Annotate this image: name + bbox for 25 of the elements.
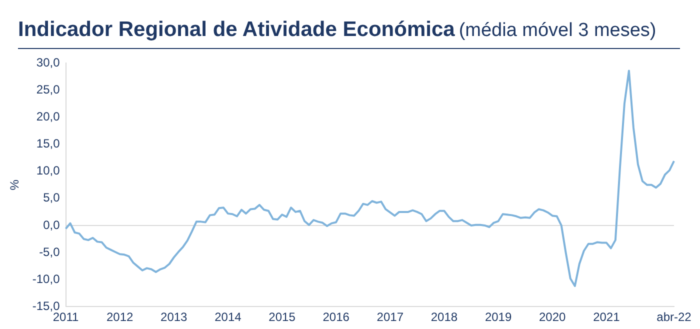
y-tick-label: 0,0 [43,218,60,232]
y-tick-label: 10,0 [36,164,60,178]
x-tick-label: 2019 [484,310,512,324]
x-tick-label: 2013 [160,310,188,324]
y-tick-label: 5,0 [43,190,60,205]
x-tick-label: abr-22 [656,310,692,324]
chart-subtitle: (média móvel 3 meses) [458,20,656,41]
y-axis-title: % [8,179,22,190]
y-tick-label: -5,0 [39,244,60,259]
x-tick-label: 2017 [376,310,404,324]
x-tick-label: 2021 [593,310,620,324]
x-tick-label: 2016 [322,310,350,324]
x-tick-label: 2014 [214,310,242,324]
x-tick-label: 2012 [106,310,134,324]
y-tick-label: 15,0 [36,136,60,151]
y-tick-label: 30,0 [36,56,60,70]
x-tick-label: 2020 [539,310,566,324]
x-tick-label: 2011 [52,310,79,324]
x-tick-label: 2015 [268,310,296,324]
y-tick-label: 25,0 [36,82,60,97]
y-tick-label: 20,0 [36,110,60,124]
chart-title: Indicador Regional de Atividade Económica [18,18,455,41]
x-tick-label: 2018 [430,310,458,324]
y-tick-label: -10,0 [32,272,60,286]
y-tick-label: -15,0 [32,298,60,313]
